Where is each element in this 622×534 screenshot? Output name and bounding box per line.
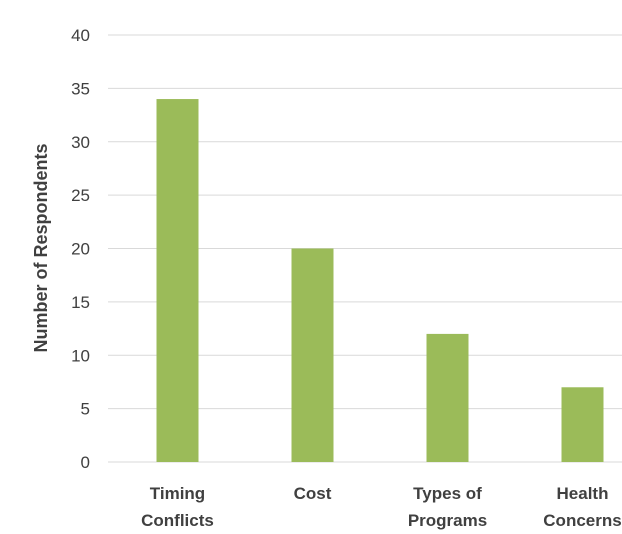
bar	[426, 333, 469, 462]
y-tick-label: 15	[71, 293, 90, 312]
y-tick-label: 25	[71, 186, 90, 205]
y-tick-label: 35	[71, 79, 90, 98]
x-category-label: Types of Programs	[408, 484, 487, 530]
y-axis-title: Number of Respondents	[31, 143, 51, 352]
y-tick-label: 40	[71, 26, 90, 45]
bar	[291, 248, 334, 462]
x-category-label-line: Types of	[413, 484, 482, 503]
x-category-label-line: Programs	[408, 511, 487, 530]
x-category-label-line: Conflicts	[141, 511, 214, 530]
x-category-label-line: Concerns	[543, 511, 621, 530]
x-category-label: Health Concerns	[543, 484, 621, 530]
x-category-label-line: Health	[557, 484, 609, 503]
bars	[156, 99, 604, 463]
x-category-label: Timing Conflicts	[141, 484, 214, 530]
y-axis-ticks: 0 5 10 15 20 25 30 35 40	[71, 26, 90, 472]
x-category-label-line: Cost	[294, 484, 332, 503]
bar	[561, 387, 604, 462]
y-tick-label: 5	[81, 400, 90, 419]
y-tick-label: 30	[71, 133, 90, 152]
y-tick-label: 10	[71, 346, 90, 365]
y-tick-label: 0	[81, 453, 90, 472]
y-tick-label: 20	[71, 240, 90, 259]
x-category-label-line: Timing	[150, 484, 205, 503]
bar	[156, 99, 199, 463]
x-category-label: Cost	[294, 484, 332, 503]
x-axis-labels: Timing Conflicts Cost Types of Programs Healt…	[141, 484, 622, 530]
